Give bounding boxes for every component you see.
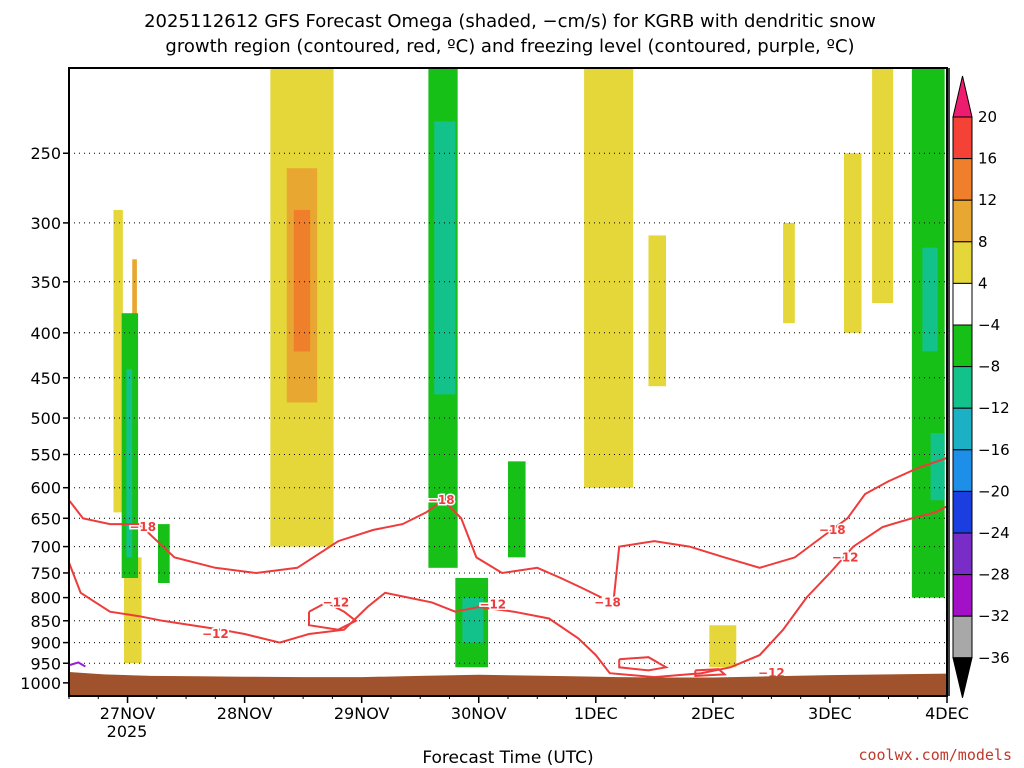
omega-shaded-region-7 [648,235,667,387]
contour-label-6: −12 [479,598,506,612]
colorbar-swatch-13 [952,615,973,659]
x-tick-label-27NOV: 27NOV [100,704,156,723]
x-tick-label-28NOV: 28NOV [217,704,273,723]
omega-shaded-region-1 [132,259,137,352]
colorbar-label-13: −36 [978,649,1010,667]
colorbar-swatch-5 [952,282,973,326]
colorbar-label-5: −4 [978,316,1000,334]
colorbar-label-3: 8 [978,233,988,251]
x-axis-year: 2025 [107,722,148,741]
x-tick-label-30NOV: 30NOV [451,704,507,723]
omega-shaded-region-2 [124,557,142,664]
y-tick-label-550: 550 [30,445,61,464]
omega-shaded-region-0 [113,209,123,513]
colorbar-label-2: 12 [978,191,997,209]
y-tick-label-900: 900 [30,634,61,653]
dendritic-contour-4 [618,656,669,672]
y-tick-label-300: 300 [30,214,61,233]
contour-label-4: −12 [202,627,229,641]
chart-title-line-1: 2025112612 GFS Forecast Omega (shaded, −… [144,11,876,32]
x-tick-label-4DEC: 4DEC [925,704,969,723]
y-axis-ticks: 250 300 350 400 450 500 550 600 650 700 750 800 850 9… [20,144,69,693]
contour-label-5: −12 [323,595,350,609]
colorbar-label-1: 16 [978,150,997,168]
freezing-level-contour [68,661,86,668]
omega-shaded-region-11 [872,68,894,304]
contour-label-3: −18 [819,523,846,537]
y-tick-label-850: 850 [30,612,61,631]
dendritic-contour-1 [612,456,948,603]
y-tick-label-400: 400 [30,324,61,343]
colorbar-label-10: −24 [978,524,1010,542]
colorbar-swatch-2 [952,158,973,201]
colorbar-label-0: 20 [978,108,997,126]
colorbar-swatch-4 [952,241,973,284]
y-tick-label-1000: 1000 [20,674,61,693]
colorbar-swatch-12 [952,574,973,617]
y-tick-label-650: 650 [30,509,61,528]
omega-shaded-region-16 [434,121,456,395]
omega-shaded-region-14 [157,524,170,584]
colorbar-label-9: −20 [978,482,1010,500]
colorbar-swatch-7 [952,366,973,409]
omega-shaded-region-6 [584,68,634,488]
temperature-contour-layer: −18−18−18−18−12−12 −12−12−12 [68,456,948,682]
y-tick-label-350: 350 [30,273,61,292]
omega-shaded-region-9 [783,222,795,324]
omega-shaded-region-21 [922,247,938,352]
x-tick-label-3DEC: 3DEC [808,704,852,723]
terrain-layer [69,672,947,696]
x-axis-ticks: 27NOV 28NOV 29NOV 30NOV 1DEC 2DEC 3DEC 4DEC [68,696,969,723]
omega-shaded-region-8 [709,625,737,668]
colorbar-swatch-11 [952,532,973,576]
colorbar-swatch-1 [952,116,973,160]
x-tick-label-2DEC: 2DEC [691,704,735,723]
omega-shaded-region-22 [930,433,945,501]
contour-label-8: −12 [832,550,859,564]
colorbar-swatch-3 [952,199,973,243]
contour-label-0: −18 [129,520,156,534]
colorbar-label-11: −28 [978,566,1010,584]
y-tick-label-250: 250 [30,144,61,163]
plot-area-background [69,68,947,696]
source-credit: coolwx.com/models [858,746,1012,764]
colorbar-label-8: −16 [978,441,1010,459]
terrain-fill [69,672,947,696]
y-tick-label-750: 750 [30,564,61,583]
colorbar-label-4: 4 [978,274,988,292]
colorbar-swatch-9 [952,449,973,492]
y-tick-label-450: 450 [30,369,61,388]
omega-shaded-region-19 [508,461,526,558]
omega-shaded-region-5 [293,209,311,352]
y-tick-label-700: 700 [30,538,61,557]
omega-shaded-region-10 [843,153,862,333]
omega-shaded-region-13 [126,369,133,558]
contour-label-1: −18 [428,493,455,507]
colorbar-label-12: −32 [978,607,1010,625]
colorbar-label-7: −12 [978,399,1010,417]
x-tick-label-1DEC: 1DEC [574,704,618,723]
y-tick-label-800: 800 [30,589,61,608]
omega-shading-layer [113,68,945,668]
dendritic-contour-3 [308,601,358,631]
colorbar: 20 16 12 8 4 −4 −8 −12 −16 −20 −24 −28 −32 −36 [952,75,1010,698]
colorbar-swatch-8 [952,407,973,451]
contour-label-2: −18 [594,595,621,609]
colorbar-top-arrow [952,75,973,118]
x-tick-label-29NOV: 29NOV [334,704,390,723]
dendritic-contour-5 [694,668,728,677]
y-tick-label-600: 600 [30,479,61,498]
y-tick-label-500: 500 [30,409,61,428]
colorbar-label-6: −8 [978,358,1000,376]
dendritic-contour-2 [68,505,948,679]
x-axis-label: Forecast Time (UTC) [422,748,593,768]
y-tick-label-950: 950 [30,654,61,673]
colorbar-swatch-10 [952,490,973,534]
colorbar-swatch-6 [952,324,973,368]
colorbar-bottom-arrow [952,657,973,698]
chart-title-line-2: growth region (contoured, red, ºC) and f… [165,36,854,57]
dendritic-contour-0 [68,498,603,599]
